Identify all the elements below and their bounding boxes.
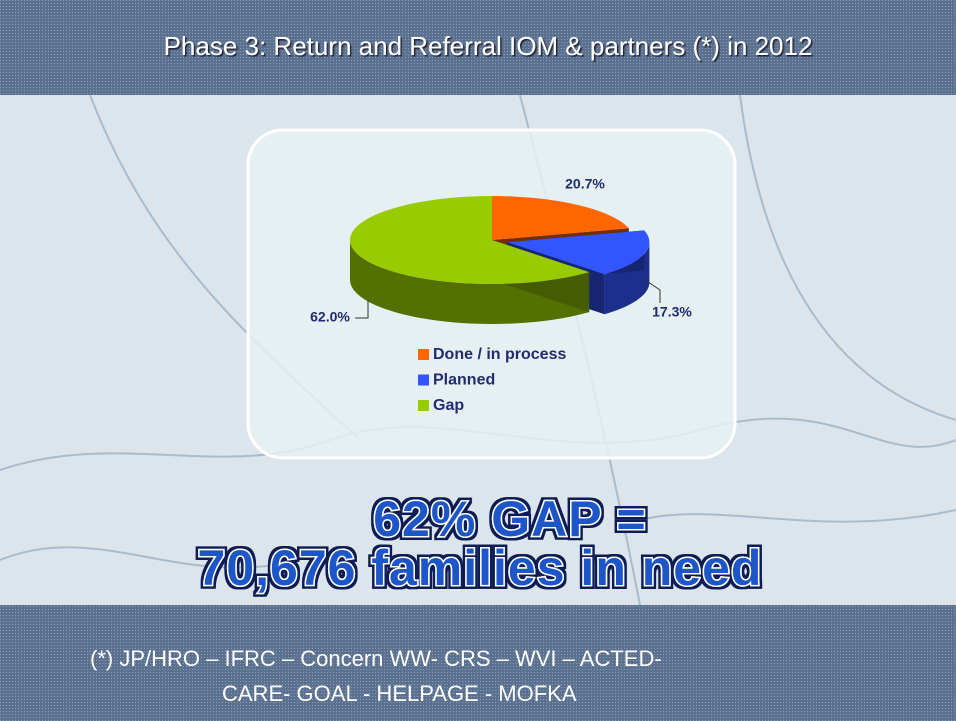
title-banner [0, 0, 956, 95]
pie: 20.7% 17.3% 62.0% Done / in process Planned G… [310, 176, 692, 415]
slide-title: Phase 3: Return and Referral IOM & partn… [164, 31, 813, 61]
legend-swatch [418, 374, 429, 386]
data-label: 62.0% [310, 309, 350, 325]
slice [492, 196, 629, 240]
legend-swatch [418, 349, 429, 360]
legend-swatch [418, 400, 429, 411]
headline: 62% GAP = [373, 491, 647, 547]
leader-line [355, 300, 369, 319]
legend-label: Done / in process [433, 346, 566, 363]
legend-label: Gap [433, 397, 464, 414]
slice [349, 196, 590, 284]
legend-label: Planned [433, 372, 495, 389]
data-label: 20.7% [565, 176, 605, 192]
footnote: CARE- GOAL - HELPAGE - MOFKA [222, 681, 577, 706]
slice [507, 230, 650, 275]
headline: 70,676 families in need [198, 540, 763, 596]
slice-side [350, 240, 590, 324]
footnote: (*) JP/HRO – IFRC – Concern WW- CRS – WV… [90, 646, 662, 671]
footer-banner [0, 605, 956, 721]
data-label: 17.3% [652, 304, 692, 320]
leader-line [644, 279, 661, 303]
